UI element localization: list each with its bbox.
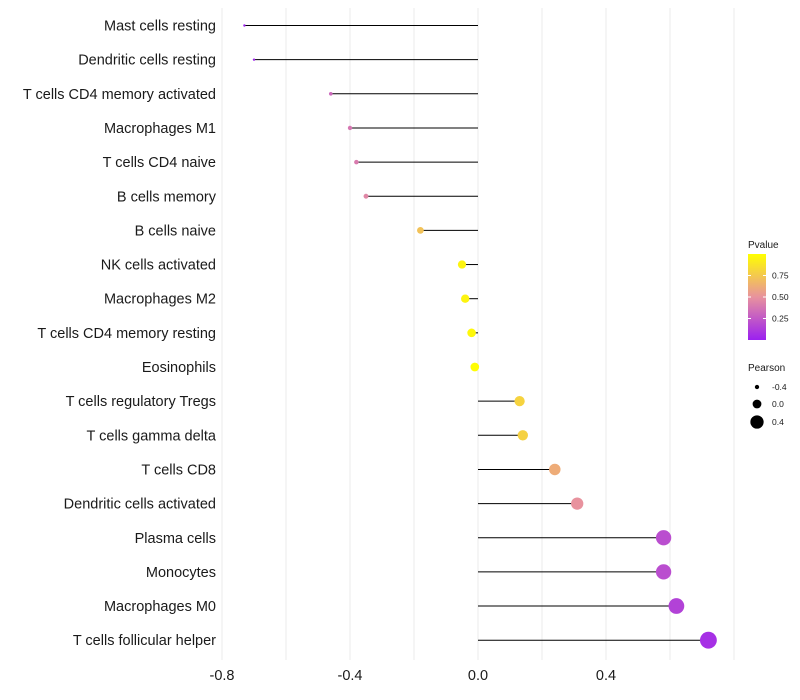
legend-color-title: Pvalue [748, 240, 779, 251]
legend-size-label: 0.4 [772, 417, 784, 427]
category-label: T cells gamma delta [87, 428, 217, 444]
lollipop-dot [363, 193, 369, 199]
category-label: T cells regulatory Tregs [66, 394, 216, 410]
category-label: Dendritic cells resting [78, 53, 216, 69]
lollipop-dot [517, 430, 528, 441]
lollipop-dot [243, 24, 246, 27]
category-label: Macrophages M1 [104, 121, 216, 137]
legend-size-title: Pearson [748, 363, 785, 374]
lollipop-dot [655, 530, 672, 546]
legend-size-dot [752, 399, 762, 409]
legend-size-label: -0.4 [772, 382, 787, 392]
category-label: NK cells activated [101, 258, 216, 274]
lollipop-dot [549, 463, 561, 476]
legend-color-tick-label: 0.75 [772, 271, 789, 281]
lollipop-dot [514, 396, 525, 407]
legend-size-dot [750, 415, 764, 429]
category-label: T cells follicular helper [73, 633, 216, 649]
category-label: Dendritic cells activated [64, 497, 216, 513]
lollipop-dot [417, 227, 424, 234]
lollipop-stems [244, 25, 709, 641]
legend-size-dot [754, 384, 760, 390]
legend-size-items: -0.4 0.0 0.4 [750, 382, 787, 429]
category-label: B cells memory [117, 189, 217, 205]
category-label: T cells CD8 [141, 462, 216, 478]
x-tick-label: -0.8 [210, 668, 235, 684]
legend-color-tick-label: 0.25 [772, 314, 789, 324]
lollipop-dot [354, 159, 359, 165]
grid-lines [221, 8, 735, 660]
lollipop-dot [668, 598, 685, 614]
lollipop-dot [252, 58, 256, 61]
lollipop-dot [470, 362, 480, 372]
lollipop-dot [457, 260, 467, 269]
category-label: T cells CD4 naive [103, 155, 216, 171]
category-label: Eosinophils [142, 360, 216, 376]
lollipop-dot [571, 497, 584, 510]
category-label: Macrophages M0 [104, 599, 216, 615]
legend-color-bar [748, 254, 766, 340]
lollipop-dot [328, 91, 333, 96]
lollipop-dots [243, 24, 717, 649]
category-label: T cells CD4 memory activated [23, 87, 216, 103]
lollipop-dot [347, 125, 353, 131]
lollipop-dot [467, 328, 476, 338]
legend-color-ticks: 0.25 0.50 0.75 [748, 271, 789, 324]
category-label: Plasma cells [135, 531, 216, 547]
legend-size-label: 0.0 [772, 399, 784, 409]
lollipop-dot [461, 294, 470, 303]
x-tick-label: 0.0 [468, 668, 488, 684]
category-label: T cells CD4 memory resting [37, 326, 216, 342]
x-tick-label: -0.4 [338, 668, 363, 684]
legend-color-tick-label: 0.50 [772, 292, 789, 302]
x-axis-ticks: -0.8 -0.4 0.0 0.4 [210, 668, 617, 684]
category-label: Monocytes [146, 565, 216, 581]
category-label: Mast cells resting [104, 19, 216, 35]
category-labels: Mast cells resting Dendritic cells restin… [23, 19, 217, 650]
lollipop-dot [655, 564, 672, 580]
category-label: B cells naive [135, 223, 216, 239]
x-tick-label: 0.4 [596, 668, 616, 684]
legend: Pvalue 0.25 0.50 0.75 Pearson -0.4 0.0 0.4 [748, 240, 789, 429]
lollipop-dot [699, 631, 717, 649]
category-label: Macrophages M2 [104, 292, 216, 308]
